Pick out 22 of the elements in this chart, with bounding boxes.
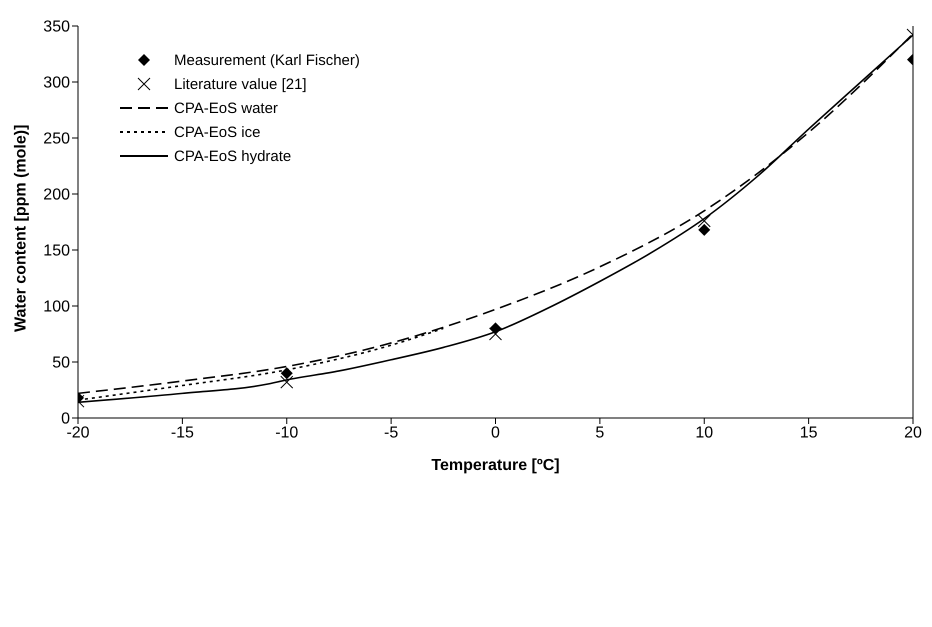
y-axis-title: Water content [ppm (mole)] [12,124,30,332]
legend-label: CPA-EoS ice [174,124,260,140]
y-tick-label: 250 [43,130,70,148]
y-tick-label: 100 [43,298,70,316]
x-tick-label: 20 [904,424,922,442]
legend-label: Measurement (Karl Fischer) [174,52,360,68]
y-tick-label: 150 [43,242,70,260]
legend-label: CPA-EoS water [174,100,278,116]
x-tick-label: -10 [275,424,298,442]
y-tick-label: 350 [43,18,70,36]
y-tick-label: 50 [52,354,70,372]
x-tick-label: -15 [170,424,194,442]
x-tick-label: -5 [384,424,398,442]
x-axis-title: Temperature [ºC] [431,457,560,474]
x-tick-label: 5 [595,424,604,442]
y-tick-label: 300 [43,74,70,92]
x-tick-label: 0 [491,424,500,442]
legend-label: CPA-EoS hydrate [174,148,292,164]
legend-label: Literature value [21] [174,76,307,92]
y-tick-label: 200 [43,186,70,204]
x-tick-label: 10 [695,424,714,442]
x-tick-label: 15 [800,424,818,442]
